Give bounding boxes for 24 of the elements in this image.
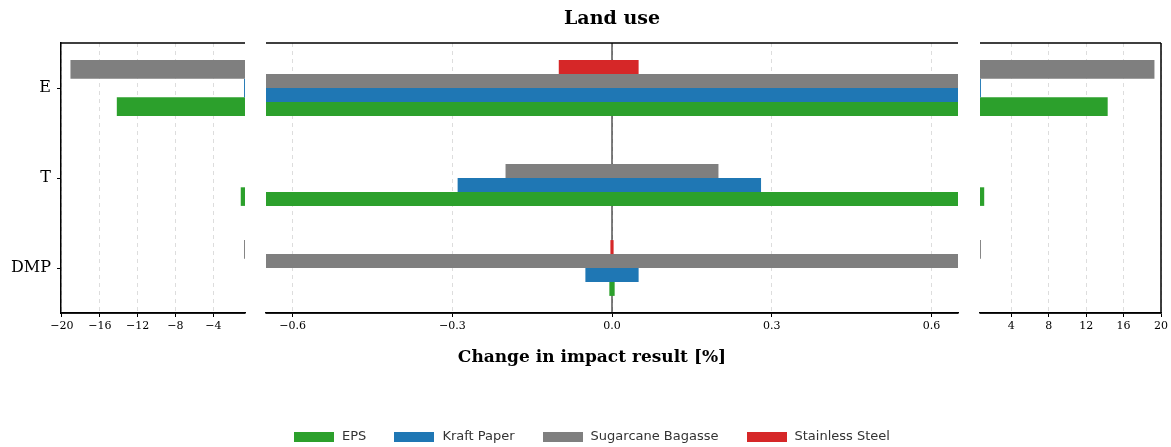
x-tick-label: 20 (1154, 319, 1168, 333)
legend-label: Kraft Paper (442, 428, 515, 443)
x-tick-label: −8 (167, 319, 184, 333)
x-tick-label: 0.0 (603, 319, 621, 333)
x-tick-label: 0.3 (762, 319, 781, 333)
x-tick-label: −0.3 (438, 319, 466, 333)
legend-label: Stainless Steel (794, 428, 890, 443)
y-tick-label: T (40, 167, 52, 187)
legend-label: Sugarcane Bagasse (590, 428, 719, 443)
x-tick-label: 12 (1079, 319, 1094, 333)
x-tick-label: −20 (50, 319, 74, 333)
x-tick-label: 16 (1116, 319, 1131, 333)
y-tick-label: DMP (11, 257, 52, 277)
x-tick-label: 4 (1007, 319, 1015, 333)
x-tick-label: 8 (1045, 319, 1053, 333)
x-axis-title: Change in impact result [%] (456, 346, 728, 366)
chart-title: Land use (563, 6, 661, 28)
legend-label: EPS (342, 428, 367, 443)
x-tick-label: −4 (205, 319, 222, 333)
x-tick-label: −16 (88, 319, 112, 333)
x-tick-label: −12 (126, 319, 150, 333)
x-tick-label: 0.6 (922, 319, 941, 333)
x-tick-label: −0.6 (279, 319, 306, 333)
y-tick-label: E (39, 77, 51, 97)
